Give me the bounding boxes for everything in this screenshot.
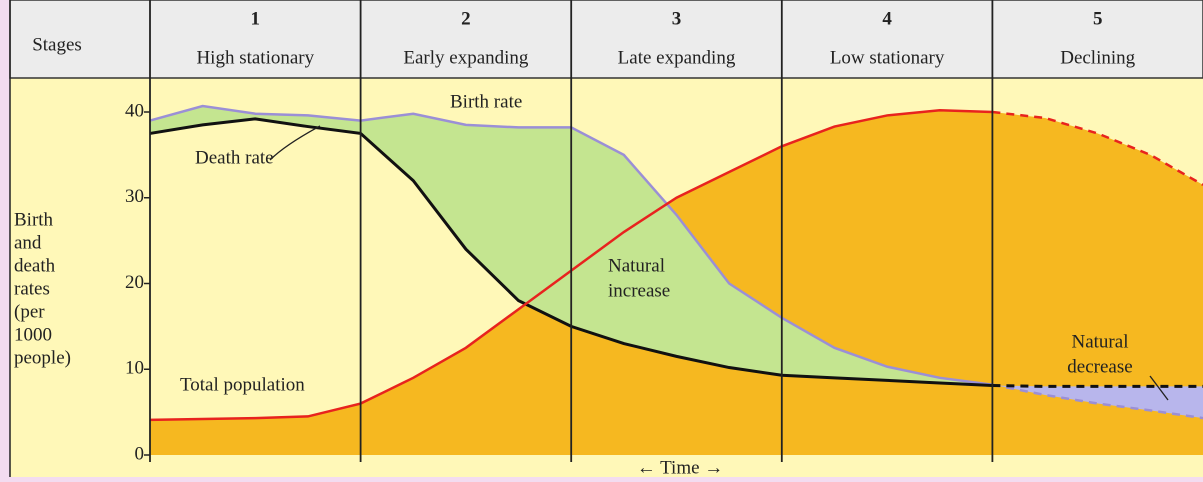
- y-axis-label: and: [14, 232, 42, 253]
- stage-name: High stationary: [196, 47, 314, 68]
- leader-line: [269, 125, 321, 161]
- series-label: Total population: [180, 374, 305, 395]
- stage-number: 3: [672, 8, 682, 29]
- series-line: [992, 384, 1203, 388]
- series-label: Death rate: [195, 147, 274, 168]
- y-tick-label: 20: [125, 272, 144, 293]
- leader-line: [1149, 375, 1169, 401]
- stage-name: Declining: [1060, 47, 1135, 68]
- stage-number: 5: [1093, 8, 1103, 29]
- y-axis-label: (per: [14, 301, 45, 322]
- annotation: increase: [608, 280, 670, 301]
- y-tick-label: 10: [125, 358, 144, 379]
- stage-number: 4: [882, 8, 892, 29]
- stage-header: Stages: [32, 34, 82, 55]
- stage-name: Early expanding: [403, 47, 529, 68]
- series-line: [992, 383, 1203, 420]
- stage-name: Late expanding: [618, 47, 736, 68]
- y-axis-label: 1000: [14, 324, 52, 345]
- y-axis-label: people): [14, 347, 71, 368]
- y-tick-label: 40: [125, 100, 144, 121]
- stage-number: 1: [251, 8, 261, 29]
- y-axis-label: Birth: [14, 209, 54, 230]
- y-tick-label: 30: [125, 186, 144, 207]
- annotation: Natural: [608, 255, 665, 276]
- header-background: [9, 0, 1203, 79]
- y-axis-label: death: [14, 255, 56, 276]
- stage-number: 2: [461, 8, 471, 29]
- y-axis-label: rates: [14, 278, 50, 299]
- annotation: decrease: [1067, 356, 1132, 377]
- x-axis-label: ← Time →: [637, 457, 724, 477]
- series-label: Birth rate: [450, 91, 522, 112]
- y-tick-label: 0: [135, 443, 145, 464]
- series-line: [992, 110, 1203, 186]
- stage-name: Low stationary: [830, 47, 945, 68]
- annotation: Natural: [1072, 331, 1129, 352]
